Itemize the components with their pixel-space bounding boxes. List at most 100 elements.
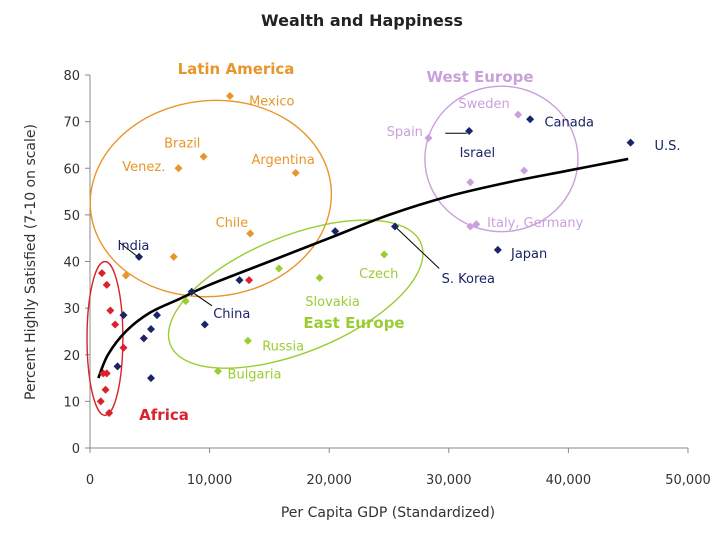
point-other-countries	[493, 245, 502, 254]
point-label-spain: Spain	[387, 125, 423, 140]
data-points	[96, 91, 635, 418]
point-east-europe	[213, 367, 222, 376]
group-label-latin-america: Latin America	[178, 60, 295, 78]
y-tick-label: 0	[72, 442, 80, 457]
leader-line	[119, 242, 137, 257]
point-latin-america	[199, 152, 208, 161]
point-other-countries	[187, 287, 196, 296]
point-latin-america	[169, 252, 178, 261]
point-label-sweden: Sweden	[458, 97, 509, 112]
ellipse-africa	[86, 260, 124, 417]
x-tick-label: 10,000	[187, 473, 233, 488]
point-west-europe	[466, 222, 475, 231]
point-east-europe	[380, 250, 389, 259]
point-other-countries	[119, 311, 128, 320]
point-other-countries	[465, 126, 474, 135]
x-tick-label: 30,000	[426, 473, 472, 488]
point-africa	[97, 269, 106, 278]
group-label-east-europe: East Europe	[303, 314, 404, 332]
point-africa	[245, 276, 254, 285]
point-label-russia: Russia	[262, 339, 304, 354]
point-label-india: India	[118, 239, 150, 254]
point-label-japan: Japan	[510, 247, 547, 262]
point-other-countries	[235, 276, 244, 285]
point-latin-america	[225, 91, 234, 100]
point-africa	[102, 280, 111, 289]
point-other-countries	[200, 320, 209, 329]
point-label-argentina: Argentina	[251, 153, 314, 168]
group-label-west-europe: West Europe	[426, 68, 533, 86]
point-other-countries	[113, 362, 122, 371]
x-tick-label: 20,000	[306, 473, 352, 488]
trendline	[97, 157, 629, 379]
point-africa	[105, 409, 114, 418]
point-east-europe	[181, 297, 190, 306]
x-tick-label: 40,000	[546, 473, 592, 488]
point-label-brazil: Brazil	[164, 137, 200, 152]
point-latin-america	[246, 229, 255, 238]
point-other-countries	[626, 138, 635, 147]
point-east-europe	[243, 336, 252, 345]
y-tick-label: 10	[63, 395, 80, 410]
y-tick-label: 60	[63, 162, 80, 177]
point-west-europe	[424, 133, 433, 142]
point-label-s-korea: S. Korea	[442, 272, 495, 287]
point-label-china: China	[213, 307, 250, 322]
ellipse-west-europe	[424, 85, 579, 233]
point-africa	[96, 397, 105, 406]
point-latin-america	[174, 164, 183, 173]
point-label-israel: Israel	[460, 146, 496, 161]
point-other-countries	[139, 334, 148, 343]
point-west-europe	[520, 166, 529, 175]
y-axis-label: Percent Highly Satisfied (7-10 on scale)	[23, 124, 39, 400]
x-tick-label: 0	[86, 473, 94, 488]
y-tick-label: 80	[63, 69, 80, 84]
point-east-europe	[315, 273, 324, 282]
point-other-countries	[146, 374, 155, 383]
point-label-venez: Venez.	[122, 160, 165, 175]
point-label-u-s: U.S.	[655, 139, 681, 154]
chart-title: Wealth and Happiness	[261, 11, 463, 30]
y-tick-label: 50	[63, 209, 80, 224]
point-label-mexico: Mexico	[249, 95, 294, 110]
point-other-countries	[146, 325, 155, 334]
leader-lines	[119, 132, 467, 307]
annotation-labels: Mexico Brazil Venez. Argentina Chile Sweden Sp…	[118, 95, 681, 383]
y-tick-label: 20	[63, 349, 80, 364]
point-west-europe	[514, 110, 523, 119]
point-other-countries	[135, 252, 144, 261]
point-west-europe	[472, 220, 481, 229]
ellipse-east-europe	[167, 219, 424, 369]
ellipse-latin-america	[89, 99, 333, 298]
point-label-slovakia: Slovakia	[305, 295, 360, 310]
point-label-italy-germany: Italy, Germany	[487, 216, 584, 231]
point-label-bulgaria: Bulgaria	[228, 367, 282, 382]
point-africa	[111, 320, 120, 329]
point-africa	[106, 306, 115, 315]
group-label-africa: Africa	[139, 406, 189, 424]
group-ellipses: Latin America West Europe East Europe Afric…	[86, 60, 579, 424]
point-other-countries	[331, 227, 340, 236]
leader-line	[191, 291, 213, 307]
point-other-countries	[390, 222, 399, 231]
point-africa	[102, 369, 111, 378]
y-tick-label: 30	[63, 302, 80, 317]
leader-line	[394, 226, 440, 269]
point-latin-america	[121, 271, 130, 280]
trendline-layer	[97, 157, 629, 379]
point-east-europe	[274, 264, 283, 273]
point-africa	[119, 343, 128, 352]
point-africa	[101, 385, 110, 394]
point-latin-america	[291, 168, 300, 177]
point-west-europe	[466, 178, 475, 187]
point-label-czech: Czech	[359, 267, 398, 282]
x-axis-label: Per Capita GDP (Standardized)	[281, 505, 495, 521]
point-label-chile: Chile	[216, 216, 249, 231]
axes-layer: 0 10 20 30 40 50 60 70 80 0 10,000 20,000 30,000 40,0…	[63, 69, 710, 488]
point-label-canada: Canada	[544, 116, 593, 131]
x-tick-label: 50,000	[665, 473, 711, 488]
point-other-countries	[526, 115, 535, 124]
y-tick-label: 40	[63, 256, 80, 271]
y-tick-label: 70	[63, 116, 80, 131]
